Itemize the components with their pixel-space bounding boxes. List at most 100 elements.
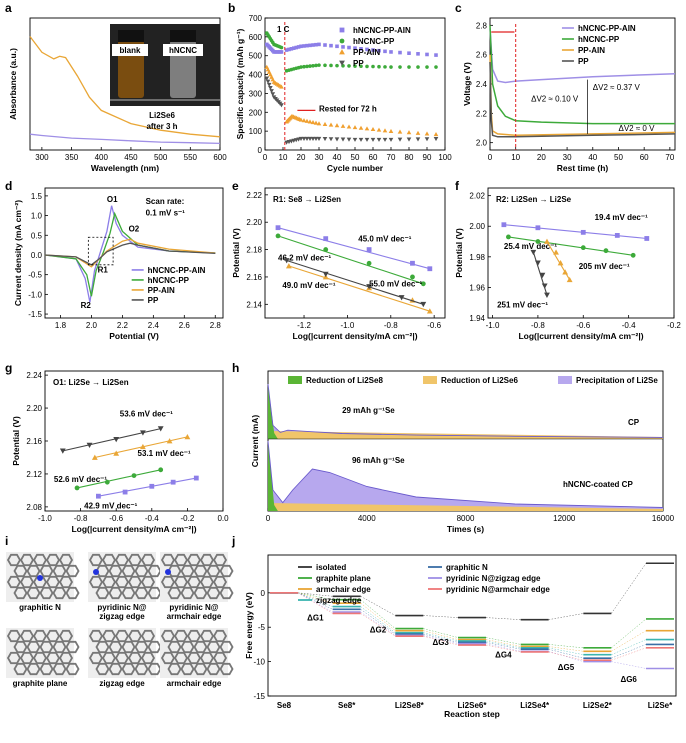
chart-b-point-3 xyxy=(433,137,439,142)
chart-b-point-0 xyxy=(302,44,306,48)
chart-a-xtick-label: 600 xyxy=(213,153,227,162)
chart-j-connector-6 xyxy=(297,592,333,614)
chart-g-ytick-label: 2.24 xyxy=(26,371,42,380)
chart-f-point-3 xyxy=(530,249,537,256)
chart-f-xtick-label: -1.0 xyxy=(486,321,500,330)
structure-label: pyridinic N@ xyxy=(169,603,218,612)
chart-j-category: Li2Se8* xyxy=(395,701,425,710)
chart-c-xtick-label: 0 xyxy=(488,153,493,162)
chart-e-point-3 xyxy=(420,301,427,308)
chart-j-connector-3 xyxy=(485,640,521,649)
chart-j-connector-0 xyxy=(548,613,584,620)
chart-f-point-1 xyxy=(535,239,541,244)
chart-j-legend-label: pyridinic N@armchair edge xyxy=(446,585,550,594)
chart-b-point-1 xyxy=(383,65,387,69)
chart-e-point-0 xyxy=(366,247,372,252)
chart-j-connector-2 xyxy=(360,602,396,631)
chart-c-annot-3: ΔV2 ≈ 0 V xyxy=(618,124,655,133)
chart-h-legend-swatch xyxy=(423,376,437,384)
structure-ring xyxy=(26,586,41,600)
chart-g-point-1 xyxy=(91,454,98,460)
chart-e-point-0 xyxy=(323,236,329,242)
chart-g-slope-label: 53.1 mV dec⁻¹ xyxy=(138,449,191,458)
chart-g-point-3 xyxy=(122,489,128,495)
chart-g-point-0 xyxy=(59,448,66,454)
chart-j-connector-6 xyxy=(611,647,647,661)
chart-c-line-1 xyxy=(489,25,675,125)
chart-g-title: O1: Li2Se → Li2Sen xyxy=(53,378,129,387)
chart-j-connector-4 xyxy=(297,592,333,610)
structure-ring xyxy=(206,586,221,600)
chart-h-legend-label: Reduction of Li2Se6 xyxy=(441,376,518,385)
chart-f-ytick-label: 2.02 xyxy=(469,192,485,201)
chart-b-point-3 xyxy=(382,137,388,142)
chart-b-point-3 xyxy=(313,136,319,141)
chart-b-point-2 xyxy=(370,126,376,132)
chart-b-xtick-label: 40 xyxy=(333,153,342,162)
chart-j-ytick-label: -5 xyxy=(258,623,266,632)
chart-f-point-3 xyxy=(539,272,546,279)
chart-b-point-3 xyxy=(346,137,352,142)
chart-b-ytick-label: 200 xyxy=(249,108,263,117)
chart-f-point-3 xyxy=(541,283,548,289)
chart-g-fit-0 xyxy=(62,428,161,452)
structure-ring xyxy=(193,662,208,676)
chart-e-xlabel: Log(|current density/mA cm⁻²|) xyxy=(292,331,417,341)
chart-b-point-3 xyxy=(397,137,403,142)
chart-h-legend-label: Precipitation of Li2Se xyxy=(576,376,658,385)
chart-g-ylabel: Potential (V) xyxy=(11,416,21,466)
chart-b-point-2 xyxy=(364,126,370,131)
structure-ring xyxy=(39,662,54,676)
chart-j-connector-6 xyxy=(548,651,584,661)
chart-j-legend-label: graphitic N xyxy=(446,563,488,572)
chart-b-point-1 xyxy=(335,63,339,68)
panel-label-a: a xyxy=(5,1,12,15)
chart-b-point-0 xyxy=(425,52,429,57)
chart-b-point-1 xyxy=(279,45,284,50)
chart-b-point-0 xyxy=(359,47,363,51)
chart-b-point-0 xyxy=(347,45,351,50)
chart-d-xtick-label: 2.8 xyxy=(210,321,222,330)
chart-j-connector-0 xyxy=(611,563,647,614)
chart-j-legend-label: graphite plane xyxy=(316,574,371,583)
chart-c-line-3 xyxy=(489,61,676,138)
chart-b-legend-marker xyxy=(339,60,345,66)
chart-a-xtick-label: 350 xyxy=(65,153,79,162)
chart-e-frame xyxy=(264,187,446,319)
chart-d-frame xyxy=(44,187,224,319)
chart-b-point-2 xyxy=(316,121,322,126)
structure-ring xyxy=(65,640,80,654)
nitrogen-atom xyxy=(165,569,171,575)
chart-j-ylabel: Free energy (eV) xyxy=(244,592,254,659)
chart-b-legend-marker xyxy=(339,27,345,33)
chart-j-connector-3 xyxy=(611,639,647,655)
chart-j-ytick-label: -10 xyxy=(253,658,265,667)
chart-j-connector-2 xyxy=(297,592,333,604)
chart-b-point-2 xyxy=(406,130,412,135)
chart-b-point-1 xyxy=(416,65,420,69)
chart-d-peak-label: R1 xyxy=(98,266,109,275)
chart-b-point-1 xyxy=(434,65,438,69)
chart-b-point-0 xyxy=(365,47,369,52)
chart-b-point-3 xyxy=(370,137,376,142)
chart-d-peak-label: O2 xyxy=(129,224,140,233)
chart-c-xtick-label: 70 xyxy=(665,153,674,162)
vial-blank-label: blank xyxy=(120,46,141,55)
chart-e-xtick-label: -1.2 xyxy=(297,321,311,330)
structure-ring xyxy=(219,586,234,600)
chart-g-fit-3 xyxy=(98,477,197,497)
chart-h-xtick-label: 16000 xyxy=(652,514,675,523)
vial-blank-cap xyxy=(118,30,144,42)
chart-j-step-label: ΔG2 xyxy=(370,626,387,635)
chart-b-point-0 xyxy=(329,43,333,48)
chart-b-point-0 xyxy=(323,43,327,47)
chart-b-point-3 xyxy=(340,137,346,142)
vial-blank-label-bg xyxy=(112,44,148,56)
chart-b-xlabel: Cycle number xyxy=(327,163,384,173)
chart-d-xtick-label: 2.4 xyxy=(148,321,160,330)
chart-g-point-0 xyxy=(113,436,120,443)
chart-b-point-3 xyxy=(265,79,271,84)
chart-d-ytick-label: 1.0 xyxy=(31,212,43,221)
chart-b-point-0 xyxy=(416,52,420,56)
chart-h-legend-swatch xyxy=(558,376,572,384)
